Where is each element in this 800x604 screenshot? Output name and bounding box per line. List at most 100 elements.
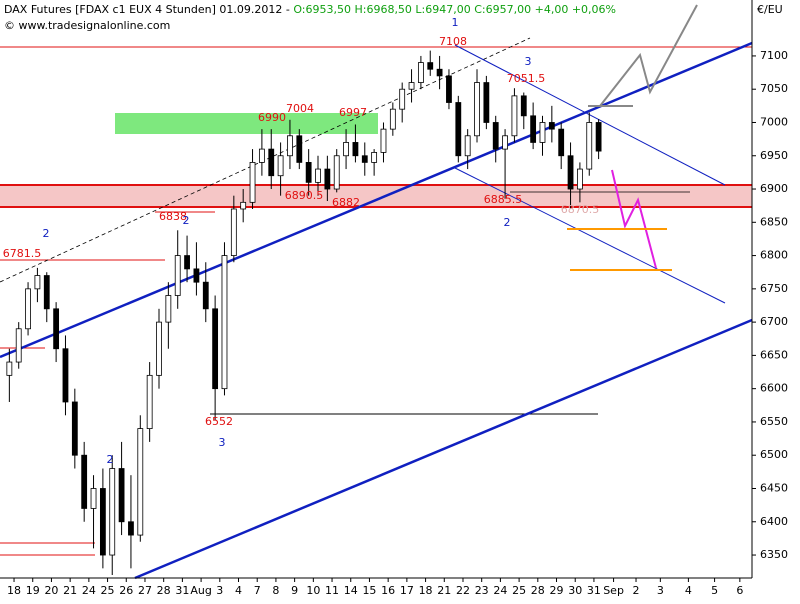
x-tick-label: Aug (190, 584, 211, 597)
y-tick-label: 6550 (760, 415, 788, 428)
x-tick-label: 31 (175, 584, 189, 597)
y-tick-label: 6600 (760, 382, 788, 395)
resistance-zone (115, 113, 378, 134)
x-tick-label: 31 (587, 584, 601, 597)
x-tick-label: 15 (362, 584, 376, 597)
candle-body (90, 488, 97, 509)
projection (611, 169, 657, 269)
candle-body (137, 428, 144, 536)
x-tick-label: 16 (381, 584, 395, 597)
candle-body (474, 82, 480, 137)
x-tick-label: 2 (633, 584, 640, 597)
candle-body (6, 361, 13, 376)
support-zone (0, 185, 752, 207)
candle-body (53, 308, 60, 350)
y-tick-label: 7000 (760, 115, 788, 128)
y-tick-label: 7050 (760, 82, 788, 95)
x-tick-label: 18 (419, 584, 433, 597)
candle-body (408, 82, 415, 90)
x-tick-label: 3 (216, 584, 223, 597)
candles (6, 50, 602, 575)
candle-body (361, 155, 368, 163)
candle-body (324, 168, 331, 190)
candle-body (174, 255, 181, 296)
x-tick-label: 22 (456, 584, 470, 597)
price-label: 6885.5 (484, 193, 523, 206)
y-tick-label: 6850 (760, 215, 788, 228)
x-tick-label: 21 (63, 584, 77, 597)
candle-body (595, 122, 602, 152)
channel-line (454, 167, 726, 304)
x-tick-label: 28 (531, 584, 545, 597)
price-label: 6781.5 (3, 247, 42, 260)
candle-body (464, 135, 471, 157)
y-tick-label: 6450 (760, 481, 788, 494)
candle-body (305, 162, 312, 183)
x-tick-label: 24 (493, 584, 507, 597)
candle-body (586, 122, 593, 170)
candle-body (427, 62, 434, 70)
wave-label: 1 (452, 16, 459, 29)
x-tick-label: 9 (291, 584, 298, 597)
candle-body (577, 168, 583, 190)
candle-body (43, 275, 50, 310)
y-tick-label: 6500 (760, 448, 788, 461)
candle-body (81, 454, 88, 509)
candle-body (99, 488, 106, 556)
title: DAX Futures [FDAX c1 EUX 4 Stunden] 01.0… (4, 3, 290, 16)
price-label: 6997 (339, 106, 367, 119)
candle-body (202, 281, 209, 310)
x-tick-label: 26 (119, 584, 133, 597)
x-tick-label: 3 (657, 584, 664, 597)
wave-label: 3 (525, 55, 532, 68)
projection (599, 4, 698, 107)
x-tick-label: 20 (44, 584, 58, 597)
candle-body (539, 122, 546, 143)
channel-line (454, 44, 726, 186)
candle-body (25, 288, 31, 330)
candle-body (446, 75, 452, 103)
candle-body (492, 122, 499, 150)
price-label: 6838 (159, 210, 187, 223)
candle-body (558, 128, 565, 157)
quote: O:6953,50 H:6968,50 L:6947,00 C:6957,00 … (293, 3, 616, 16)
candle-body (230, 208, 237, 256)
candle-body (352, 142, 359, 157)
candle-body (156, 321, 162, 376)
x-tick-label: 7 (254, 584, 261, 597)
candle-body (296, 135, 303, 163)
candle-body (249, 162, 256, 203)
candle-body (62, 348, 69, 403)
candle-body (212, 308, 219, 390)
y-tick-label: 6800 (760, 249, 788, 262)
y-tick-label: 6900 (760, 182, 788, 195)
wave-label: 2 (107, 453, 114, 466)
x-tick-label: 8 (272, 584, 279, 597)
price-label: 6890.5 (285, 189, 324, 202)
price-label: 6990 (258, 111, 286, 124)
x-tick-label: 18 (7, 584, 21, 597)
unit: €/EU (757, 3, 783, 16)
candle-body (315, 168, 321, 183)
x-tick-label: Sep (603, 584, 624, 597)
candle-body (109, 468, 116, 556)
y-tick-label: 7100 (760, 49, 788, 62)
wave-label: 3 (219, 436, 226, 449)
x-tick-label: 28 (157, 584, 171, 597)
price-label: 7108 (439, 35, 467, 48)
candle-body (567, 155, 574, 190)
price-label: 7004 (286, 102, 314, 115)
x-tick-label: 17 (400, 584, 414, 597)
candle-body (436, 68, 443, 77)
candle-body (389, 108, 396, 130)
candle-body (287, 135, 293, 157)
source: © www.tradesignalonline.com (4, 19, 170, 32)
candle-body (371, 152, 378, 163)
x-tick-label: 23 (475, 584, 489, 597)
wave-label: 2 (43, 227, 50, 240)
x-tick-label: 14 (344, 584, 358, 597)
candle-body (268, 148, 275, 177)
candle-body (483, 82, 490, 123)
x-tick-label: 27 (138, 584, 152, 597)
x-tick-label: 29 (550, 584, 564, 597)
